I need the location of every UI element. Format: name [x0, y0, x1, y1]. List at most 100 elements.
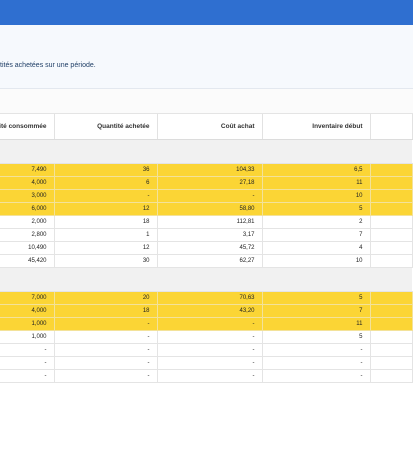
top-bar [0, 0, 413, 25]
column-header-quantite-achetee[interactable]: Quantité achetée [54, 114, 158, 140]
table-cell [370, 317, 413, 331]
table-cell: 7 [262, 304, 371, 318]
table-cell: 7,000 [0, 291, 55, 305]
table-cell: 1 [54, 228, 158, 242]
table-cell [370, 369, 413, 383]
table-cell: 12 [54, 202, 158, 216]
table-cell: 62,27 [157, 254, 263, 268]
column-header-quantite-consommee[interactable]: ité consommée [0, 114, 55, 140]
table-cell: 36 [54, 163, 158, 177]
table-cell: - [54, 343, 158, 357]
table-cell [370, 202, 413, 216]
table-cell: 5 [262, 202, 371, 216]
table-row[interactable]: 7,000 20 70,63 5 [0, 291, 413, 305]
table-row[interactable]: 7,490 36 104,33 6,5 [0, 163, 413, 177]
group-header-cell [262, 267, 370, 292]
table-row[interactable]: 10,490 12 45,72 4 [0, 241, 413, 255]
table-cell: 10 [262, 189, 371, 203]
table-cell: - [0, 356, 55, 370]
table-row[interactable]: 1,000- -11 [0, 317, 413, 331]
table-cell: 43,20 [157, 304, 263, 318]
table-cell [370, 330, 413, 344]
table-cell: 58,80 [157, 202, 263, 216]
table-cell: 6,000 [0, 202, 55, 216]
table-cell: 6 [54, 176, 158, 190]
group-header-cell [370, 139, 412, 164]
table-cell: 1,000 [0, 317, 55, 331]
table-cell: 18 [54, 215, 158, 229]
group-header-cell [370, 267, 412, 292]
group-header-cell [157, 139, 262, 164]
table-cell: 2,000 [0, 215, 55, 229]
table-cell: - [157, 343, 263, 357]
table-cell: 12 [54, 241, 158, 255]
table-row[interactable]: 1,000- -5 [0, 330, 413, 344]
table-cell: 112,81 [157, 215, 263, 229]
table-cell: 11 [262, 317, 371, 331]
table-cell: 4,000 [0, 304, 55, 318]
table-cell: - [54, 369, 158, 383]
table-cell: - [262, 343, 371, 357]
table-cell [370, 215, 413, 229]
column-header-inventaire-debut[interactable]: Inventaire début [262, 114, 371, 140]
table-cell: 5 [262, 291, 371, 305]
table-cell: 5 [262, 330, 371, 344]
table-cell: - [54, 356, 158, 370]
group-header-cell [262, 139, 370, 164]
table-row[interactable]: 6,000 12 58,80 5 [0, 202, 413, 216]
table-cell: 45,72 [157, 241, 263, 255]
table-header-row: ité consommée Quantité achetée Coût acha… [0, 114, 413, 140]
table-row[interactable]: ---- [0, 369, 413, 383]
table-cell: - [262, 369, 371, 383]
table-cell: 70,63 [157, 291, 263, 305]
table-cell: 10,490 [0, 241, 55, 255]
table-cell: 45,420 [0, 254, 55, 268]
table-cell [370, 228, 413, 242]
table-cell: - [157, 317, 263, 331]
description-text: tités achetées sur une période. [0, 62, 96, 69]
table-cell: 6,5 [262, 163, 371, 177]
group-header-row-2 [0, 267, 412, 292]
group-header-row-1 [0, 139, 412, 164]
table-cell [370, 176, 413, 190]
table-cell: 11 [262, 176, 371, 190]
table-cell: 4 [262, 241, 371, 255]
table-row[interactable]: ---- [0, 356, 413, 370]
group-header-cell [0, 267, 54, 292]
table-cell [370, 241, 413, 255]
table-cell: - [157, 356, 263, 370]
table-cell: - [157, 369, 263, 383]
table-cell: 7 [262, 228, 371, 242]
table-row[interactable]: 2,000 18 112,81 2 [0, 215, 413, 229]
table-cell: 7,490 [0, 163, 55, 177]
table-cell: - [262, 356, 371, 370]
table-row[interactable]: 4,000 18 43,20 7 [0, 304, 413, 318]
table-cell [370, 291, 413, 305]
table-cell [370, 189, 413, 203]
table-cell: - [157, 189, 263, 203]
table-row[interactable]: ---- [0, 343, 413, 357]
table-cell [370, 304, 413, 318]
table-cell: - [157, 330, 263, 344]
table-cell: 20 [54, 291, 158, 305]
table-cell: - [54, 189, 158, 203]
toolbar-strip [0, 89, 413, 114]
table-row[interactable]: 45,420 30 62,27 10 [0, 254, 413, 268]
table-cell: 27,18 [157, 176, 263, 190]
group-header-cell [54, 267, 157, 292]
table-cell: - [54, 330, 158, 344]
column-header-cout-achat[interactable]: Coût achat [157, 114, 263, 140]
column-header-extra[interactable] [370, 114, 413, 140]
inventory-table: ité consommée Quantité achetée Coût acha… [0, 114, 413, 383]
table-cell: 10 [262, 254, 371, 268]
table-cell [370, 254, 413, 268]
table-row[interactable]: 2,800 1 3,17 7 [0, 228, 413, 242]
table-cell: 30 [54, 254, 158, 268]
table-cell: - [0, 343, 55, 357]
table-row[interactable]: 4,000 6 27,18 11 [0, 176, 413, 190]
table-cell [370, 163, 413, 177]
description-panel: tités achetées sur une période. [0, 25, 413, 89]
table-cell: 104,33 [157, 163, 263, 177]
table-cell: 18 [54, 304, 158, 318]
table-row[interactable]: 3,000- -10 [0, 189, 413, 203]
